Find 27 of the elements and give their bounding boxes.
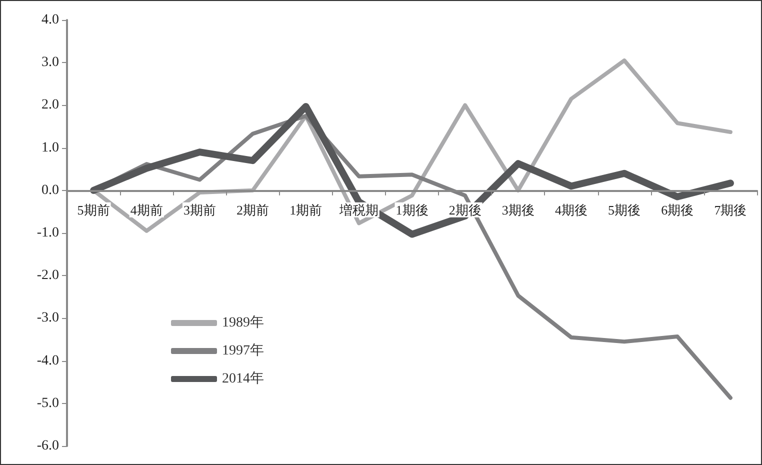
y-tick-label: -5.0 bbox=[36, 396, 59, 411]
y-tick-label: -3.0 bbox=[36, 310, 59, 326]
x-tick-label: 1期後 bbox=[396, 202, 428, 218]
y-tick-label: 0.0 bbox=[42, 182, 59, 198]
x-tick-label: 1期前 bbox=[290, 202, 322, 218]
x-tick-label: 4期前 bbox=[130, 202, 163, 218]
y-tick-label: 4.0 bbox=[42, 12, 59, 28]
x-tick-label: 5期後 bbox=[608, 202, 641, 218]
legend-label: 1989年 bbox=[222, 314, 264, 330]
y-tick-label: -4.0 bbox=[36, 353, 59, 368]
y-tick-label: 2.0 bbox=[42, 98, 59, 113]
x-tick-label: 2期前 bbox=[236, 202, 270, 218]
legend-label: 1997年 bbox=[222, 342, 264, 358]
x-tick-label: 3期後 bbox=[502, 202, 534, 218]
y-tick-label: -1.0 bbox=[36, 226, 59, 240]
legend-label: 2014年 bbox=[222, 370, 264, 386]
x-tick-label: 2期後 bbox=[448, 202, 482, 218]
x-tick-label: 3期前 bbox=[183, 202, 216, 218]
y-tick-label: -6.0 bbox=[36, 438, 59, 454]
x-tick-label: 6期後 bbox=[661, 202, 694, 218]
x-tick-label: 7期後 bbox=[714, 202, 747, 218]
x-tick-label: 4期後 bbox=[554, 202, 588, 218]
y-tick-label: 3.0 bbox=[42, 55, 59, 70]
x-tick-label: 増税期 bbox=[338, 202, 378, 218]
y-tick-label: 1.0 bbox=[42, 140, 59, 156]
y-tick-label: -2.0 bbox=[36, 268, 59, 284]
x-tick-label: 5期前 bbox=[77, 202, 110, 218]
